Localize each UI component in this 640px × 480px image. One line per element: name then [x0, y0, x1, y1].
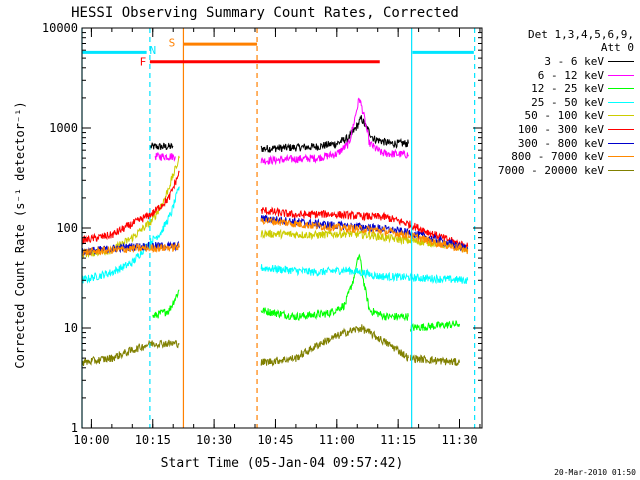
series-2-segment-1: [154, 152, 176, 162]
legend-item-7: 300 - 800 keV: [518, 137, 634, 150]
flag-label-f: F: [140, 56, 147, 69]
series-2-segment-2: [260, 97, 409, 166]
x-tick-label-7: 11:30: [441, 433, 477, 447]
y-tick-label-5: 10000: [42, 21, 78, 35]
flag-label-s: S: [169, 36, 176, 49]
y-tick-label-2: 10: [64, 321, 78, 335]
legend-item-8: 800 - 7000 keV: [511, 150, 634, 163]
legend-item-5: 50 - 100 keV: [525, 109, 634, 122]
y-tick-label-1: 1: [71, 421, 78, 435]
x-tick-label-1: 10:00: [73, 433, 109, 447]
legend-item-label: 800 - 7000 keV: [511, 150, 604, 164]
legend-swatch: [608, 88, 634, 90]
series-1-segment-2: [260, 115, 409, 154]
series-6-segment-2: [260, 206, 469, 252]
x-tick-label-2: 10:15: [135, 433, 171, 447]
series-layer: [81, 97, 469, 367]
series-1: [150, 115, 409, 154]
series-5-segment-2: [260, 228, 469, 253]
flag-label-n: N: [149, 44, 156, 57]
legend-item-label: 50 - 100 keV: [524, 109, 604, 123]
legend-swatch: [608, 169, 634, 171]
x-axis-label: Start Time (05-Jan-04 09:57:42): [161, 456, 404, 471]
legend-item-4: 25 - 50 keV: [531, 96, 634, 109]
legend-item-2: 6 - 12 keV: [538, 69, 634, 82]
series-8-segment-1: [81, 242, 180, 257]
series-3: [152, 253, 460, 332]
axis-layer: 1 10 100 1000 10000 10:00 10:15 10:30 10:45 11:00…: [42, 21, 482, 447]
series-3-segment-2: [260, 253, 409, 322]
series-3-segment-3: [409, 320, 460, 332]
chart-title: HESSI Observing Summary Count Rates, Cor…: [71, 5, 459, 21]
legend-swatch: [608, 115, 634, 117]
legend-header-line-2: Att 0: [600, 41, 634, 54]
legend-swatch: [608, 129, 634, 130]
series-1-segment-1: [150, 142, 174, 150]
series-9-segment-1: [81, 339, 180, 366]
series-4-segment-1: [81, 186, 180, 284]
series-8: [81, 216, 469, 257]
legend-item-label: 300 - 800 keV: [517, 136, 604, 150]
legend-item-label: 6 - 12 keV: [537, 68, 604, 82]
legend-item-label: 25 - 50 keV: [531, 95, 604, 109]
series-9: [81, 324, 460, 367]
series-5: [81, 155, 469, 258]
legend-swatch: [608, 74, 634, 76]
series-9-segment-2: [260, 324, 409, 367]
legend-swatch: [608, 156, 634, 158]
x-tick-label-6: 11:15: [380, 433, 416, 447]
legend-swatch: [608, 61, 634, 62]
series-6-segment-1: [81, 170, 180, 245]
legend-header-line-1: Det 1,3,4,5,6,9,: [528, 28, 634, 41]
series-4-segment-2: [260, 264, 469, 285]
legend-item-3: 12 - 25 keV: [531, 82, 634, 95]
footer-date: 20-Mar-2010 01:50: [554, 468, 636, 477]
y-axis-label: Corrected Count Rate (s⁻¹ detector⁻¹): [13, 101, 27, 368]
legend-item-9: 7000 - 20000 keV: [498, 164, 634, 177]
series-9-segment-3: [409, 354, 460, 366]
series-5-segment-1: [81, 155, 180, 258]
legend-swatch: [608, 101, 634, 103]
series-2: [154, 97, 409, 166]
legend-item-1: 3 - 6 keV: [544, 55, 634, 68]
legend-item-label: 3 - 6 keV: [544, 55, 604, 68]
legend-item-label: 100 - 300 keV: [517, 123, 604, 136]
x-tick-label-5: 11:00: [319, 433, 355, 447]
legend-item-label: 7000 - 20000 keV: [498, 163, 604, 177]
y-tick-label-3: 100: [56, 221, 78, 235]
y-tick-label-4: 1000: [49, 121, 78, 135]
series-3-segment-1: [152, 289, 180, 319]
legend-item-6: 100 - 300 keV: [518, 123, 634, 136]
series-6: [81, 170, 469, 252]
x-tick-label-3: 10:30: [196, 433, 232, 447]
legend-item-label: 12 - 25 keV: [531, 82, 604, 96]
x-tick-label-4: 10:45: [257, 433, 293, 447]
series-4: [81, 186, 469, 285]
legend-swatch: [608, 142, 634, 144]
series-8-segment-2: [260, 216, 469, 255]
